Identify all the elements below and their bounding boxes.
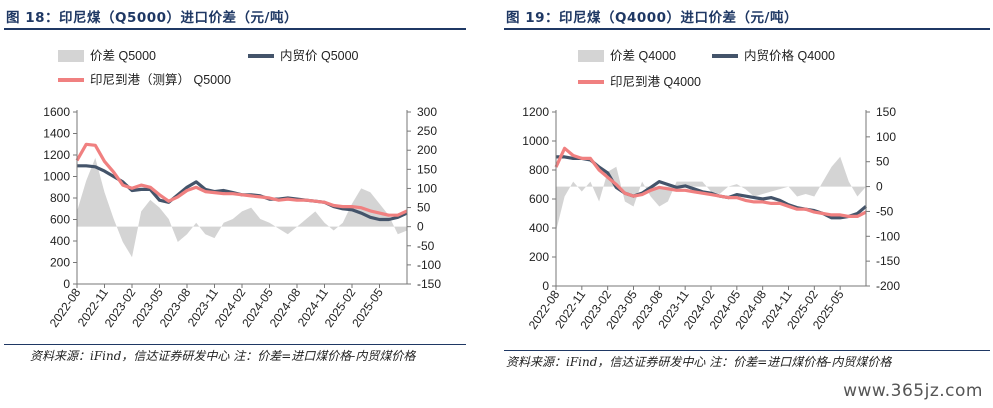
y-right-tick-label: 150 — [417, 162, 437, 176]
y-right-tick-label: 50 — [417, 201, 431, 215]
y-right-tick-label: -150 — [417, 277, 441, 291]
legend-label: 价差 Q4000 — [610, 49, 676, 63]
y-right-tick-label: -100 — [876, 229, 900, 243]
source-note: 资料来源：iFind，信达证券研发中心 注：价差=进口煤价格-内贸煤价格 — [506, 355, 892, 369]
title-rule — [4, 28, 466, 30]
y-left-tick-label: 200 — [529, 250, 549, 264]
y-left-tick-label: 1600 — [43, 105, 70, 119]
legend-swatch-spread — [58, 50, 84, 62]
y-left-tick-label: 0 — [542, 279, 549, 293]
y-left-tick-label: 1400 — [43, 127, 70, 141]
import-price-line — [554, 146, 867, 218]
bottom-rule — [4, 344, 466, 345]
y-left-tick-label: 800 — [50, 191, 70, 205]
chart-panel-q5000: 图 18：印尼煤（Q5000）进口价差（元/吨） 0 200 400 600 800 10… — [0, 0, 470, 408]
figure-title: 图 18：印尼煤（Q5000）进口价差（元/吨） — [6, 10, 298, 26]
y-right-tick-label: 0 — [876, 180, 883, 194]
y-left-tick-label: 800 — [529, 163, 549, 177]
y-right-tick-label: 50 — [876, 155, 890, 169]
y-right-tick-label: 0 — [417, 220, 424, 234]
y-left-tick-label: 1000 — [522, 134, 549, 148]
watermark: www.365jz.com — [843, 381, 983, 401]
y-left-tick-label: 400 — [529, 221, 549, 235]
figure-title: 图 19：印尼煤（Q4000）进口价差（元/吨） — [506, 10, 798, 26]
y-right-tick-label: -50 — [876, 204, 894, 218]
legend-label: 价差 Q5000 — [90, 49, 156, 63]
import-price-line — [75, 142, 408, 217]
y-right-tick-label: 100 — [417, 181, 437, 195]
y-right-tick-label: -200 — [876, 279, 900, 293]
y-left-tick-label: 600 — [50, 213, 70, 227]
y-right-tick-label: 250 — [417, 124, 437, 138]
bottom-rule — [504, 350, 990, 351]
spread-area-series — [556, 156, 866, 232]
y-left-tick-label: 0 — [63, 277, 70, 291]
y-right-tick-label: -100 — [417, 258, 441, 272]
legend-label: 内贸价格 Q4000 — [744, 48, 835, 63]
chart-panel-q4000: 图 19：印尼煤（Q4000）进口价差（元/吨） 0 200 400 600 800 10… — [500, 0, 993, 408]
title-rule — [504, 28, 990, 30]
legend-swatch-spread — [578, 50, 604, 62]
y-right-tick-label: -50 — [417, 239, 435, 253]
y-right-tick-label: 100 — [876, 130, 896, 144]
y-right-tick-label: 150 — [876, 105, 896, 119]
chart-svg: 02004006008001000120014001600-150-100-50… — [43, 49, 441, 330]
y-right-tick-label: 300 — [417, 105, 437, 119]
chart-svg: 0 200 400 600 800 1000 1200 -200 -150 -100 -50 0 50 1… — [522, 48, 900, 332]
y-right-tick-label: -150 — [876, 254, 900, 268]
y-left-tick-label: 1200 — [522, 105, 549, 119]
y-right-tick-label: 200 — [417, 143, 437, 157]
legend-label: 内贸价 Q5000 — [280, 49, 359, 63]
legend-label: 印尼到港（测算） Q5000 — [90, 72, 231, 87]
source-note: 资料来源：iFind，信达证券研发中心 注：价差=进口煤价格-内贸煤价格 — [30, 349, 416, 363]
y-left-tick-label: 600 — [529, 192, 549, 206]
y-left-tick-label: 400 — [50, 234, 70, 248]
y-left-tick-label: 200 — [50, 256, 70, 270]
legend-label: 印尼到港 Q4000 — [610, 75, 701, 89]
y-left-tick-label: 1200 — [43, 148, 70, 162]
y-left-tick-label: 1000 — [43, 170, 70, 184]
